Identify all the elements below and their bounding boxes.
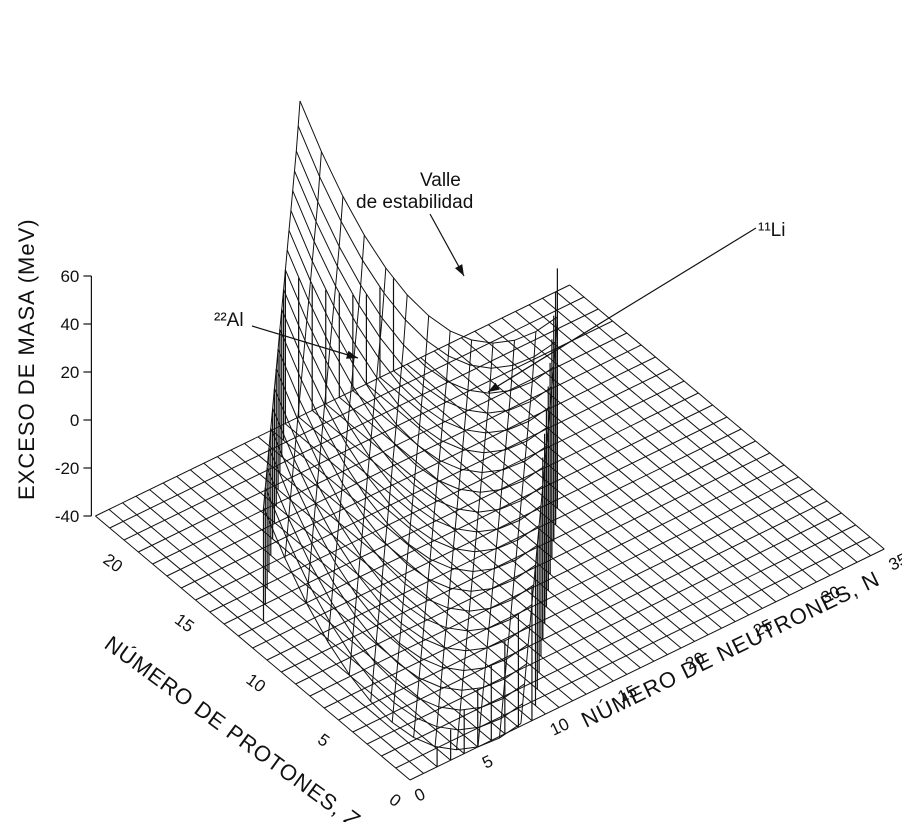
z-protons-axis-title: NÚMERO DE PROTONES, Z [100, 631, 366, 822]
valley-arrow-head [455, 264, 464, 276]
al22-label: ²²Al [214, 310, 244, 331]
floor-grid-line [180, 356, 656, 589]
valley-label-line1: Valle [420, 170, 461, 191]
protons-tick-label: 15 [171, 610, 197, 636]
valley-surface-mesh [263, 100, 558, 751]
valley-arrow [429, 213, 465, 277]
floor-grid-line [295, 452, 771, 685]
surface-mesh-line [297, 125, 556, 369]
floor-grid-line [209, 380, 685, 613]
floor-grid-line [238, 404, 713, 637]
li11-arrow [487, 227, 757, 393]
n-tick-label: 0 [411, 784, 428, 805]
surface-mesh-line [290, 210, 549, 454]
z-tick-label: -40 [55, 507, 80, 526]
z-tick-label: 20 [60, 363, 79, 382]
floor-grid-line [223, 392, 699, 625]
floor-grid-line [281, 440, 756, 673]
floor-grid-line [166, 344, 642, 577]
surface-mesh-line [477, 340, 515, 747]
n-tick-label: 5 [479, 751, 496, 772]
z-axis-title: EXCESO DE MASA (MeV) [14, 218, 39, 500]
floor-grid-line [352, 500, 828, 733]
z-tick-label: 60 [60, 267, 79, 286]
floor-grid-line [195, 368, 670, 601]
protons-tick-label: 5 [314, 730, 333, 751]
floor-grid-line [409, 548, 885, 781]
floor-grid-line [323, 476, 799, 709]
floor-grid-line [95, 284, 570, 517]
surface-mesh-line [434, 339, 473, 747]
floor-grid-line [123, 308, 599, 541]
z-tick-label: 0 [70, 411, 79, 430]
protons-tick-label: 0 [386, 790, 405, 811]
floor-grid-line [338, 488, 813, 721]
protons-tick-label: 10 [243, 670, 269, 696]
protons-tick-label: 20 [100, 550, 126, 576]
z-tick-label: -20 [55, 459, 80, 478]
n-tick-label: 10 [547, 714, 572, 739]
surface-mesh-line [327, 235, 365, 642]
z-tick-label: 40 [60, 315, 79, 334]
surface-mesh-line [413, 330, 451, 738]
axes [83, 275, 93, 517]
surface-mesh-line [305, 196, 344, 603]
annotation-arrows [251, 213, 757, 393]
surface-mesh-line [348, 267, 387, 675]
valley-label-line2: de estabilidad [356, 192, 473, 213]
surface-mesh-line [263, 100, 301, 508]
li11-arrow-head [488, 382, 500, 392]
n-tick-label: 35 [886, 549, 902, 574]
floor-grid-line [109, 296, 585, 529]
surface-mesh-line [288, 230, 547, 474]
surface-mesh-line [391, 315, 430, 723]
surface-mesh-line [520, 316, 558, 724]
surface-mesh-line [299, 100, 558, 344]
al22-arrow [251, 325, 359, 359]
floor-grid-line [266, 428, 742, 661]
surface-mesh-line [456, 343, 494, 750]
floor-grid-line [381, 524, 856, 757]
surface-mesh-line [284, 151, 322, 559]
floor-grid-line [252, 416, 728, 649]
al22-arrow-head [346, 350, 358, 359]
floor-grid-line [395, 536, 871, 769]
floor-grid-line [366, 512, 842, 745]
surface-mesh-line [292, 190, 551, 434]
surface-mesh-line [498, 331, 537, 739]
li11-label: ¹¹Li [758, 220, 785, 241]
surface-mesh-line [370, 294, 408, 702]
